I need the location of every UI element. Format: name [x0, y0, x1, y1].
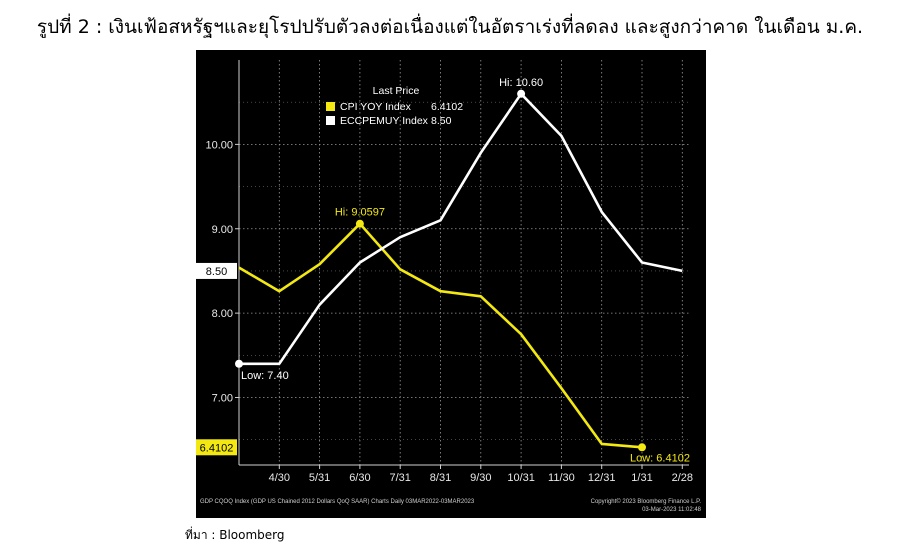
x-tick-label: 5/31 — [309, 472, 330, 484]
axes: 7.00 8.00 9.00 10.00 4/30 5/31 6/30 7/31 8/31 9/3… — [205, 60, 693, 484]
low-marker — [235, 359, 243, 368]
legend-value: 6.4102 — [431, 101, 463, 113]
legend-title: Last Price — [373, 85, 420, 97]
x-tick-label: 10/31 — [507, 472, 535, 484]
chart-footer: GDP CQOQ Index (GDP US Chained 2012 Doll… — [200, 498, 702, 513]
last-value-tag-label: 6.4102 — [200, 442, 234, 454]
x-tick-label: 8/31 — [430, 472, 451, 484]
source-note: ที่มา : Bloomberg — [185, 528, 285, 542]
page-title: รูปที่ 2 : เงินเฟ้อสหรัฐฯและยุโรปปรับตัว… — [36, 16, 864, 38]
x-tick-label: 2/28 — [672, 472, 693, 484]
last-value-tag — [196, 262, 237, 279]
x-tick-label: 11/30 — [548, 472, 575, 484]
last-value-tag-label: 8.50 — [206, 266, 227, 278]
x-tick-label: 12/31 — [588, 472, 616, 484]
low-label: Low: 7.40 — [241, 370, 289, 382]
legend-entry: ECCPEMUY Index — [340, 115, 429, 127]
x-tick-label: 7/31 — [389, 472, 410, 484]
x-tick-label: 6/30 — [349, 472, 370, 484]
series-layer — [238, 92, 683, 449]
x-tick-label: 4/30 — [269, 472, 290, 484]
chart-panel: 7.00 8.00 9.00 10.00 4/30 5/31 6/30 7/31 8/31 9/3… — [196, 50, 706, 518]
legend-entry: CPI YOY Index — [340, 101, 412, 113]
low-marker — [638, 443, 646, 452]
high-marker — [517, 89, 526, 98]
last-value-tag — [196, 439, 237, 456]
legend-swatch — [326, 102, 335, 111]
high-label: Hi: 10.60 — [499, 77, 543, 89]
footer-timestamp: 03-Mar-2023 11:02:48 — [642, 507, 702, 513]
footer-left: GDP CQOQ Index (GDP US Chained 2012 Doll… — [200, 499, 475, 505]
y-tick-label: 9.00 — [212, 224, 233, 236]
y-tick-label: 7.00 — [212, 393, 233, 405]
high-marker — [355, 219, 364, 228]
x-tick-label: 9/30 — [470, 472, 491, 484]
x-tick-label: 1/31 — [631, 472, 652, 484]
y-tick-label: 10.00 — [205, 139, 233, 151]
legend-value: 8.50 — [431, 115, 452, 127]
footer-copyright: Copyright© 2023 Bloomberg Finance L.P. — [591, 498, 702, 505]
grid — [239, 60, 689, 465]
line-chart: 7.00 8.00 9.00 10.00 4/30 5/31 6/30 7/31 8/31 9/3… — [196, 60, 702, 513]
high-label: Hi: 9.0597 — [335, 207, 385, 219]
y-tick-label: 8.00 — [212, 308, 233, 320]
annotations: Hi: 9.0597 Low: 6.4102 6.4102 Hi: 10.60 Low:… — [196, 77, 690, 464]
series-line-eccpemuy — [239, 92, 683, 366]
legend-swatch — [326, 116, 335, 125]
low-label: Low: 6.4102 — [630, 452, 690, 464]
